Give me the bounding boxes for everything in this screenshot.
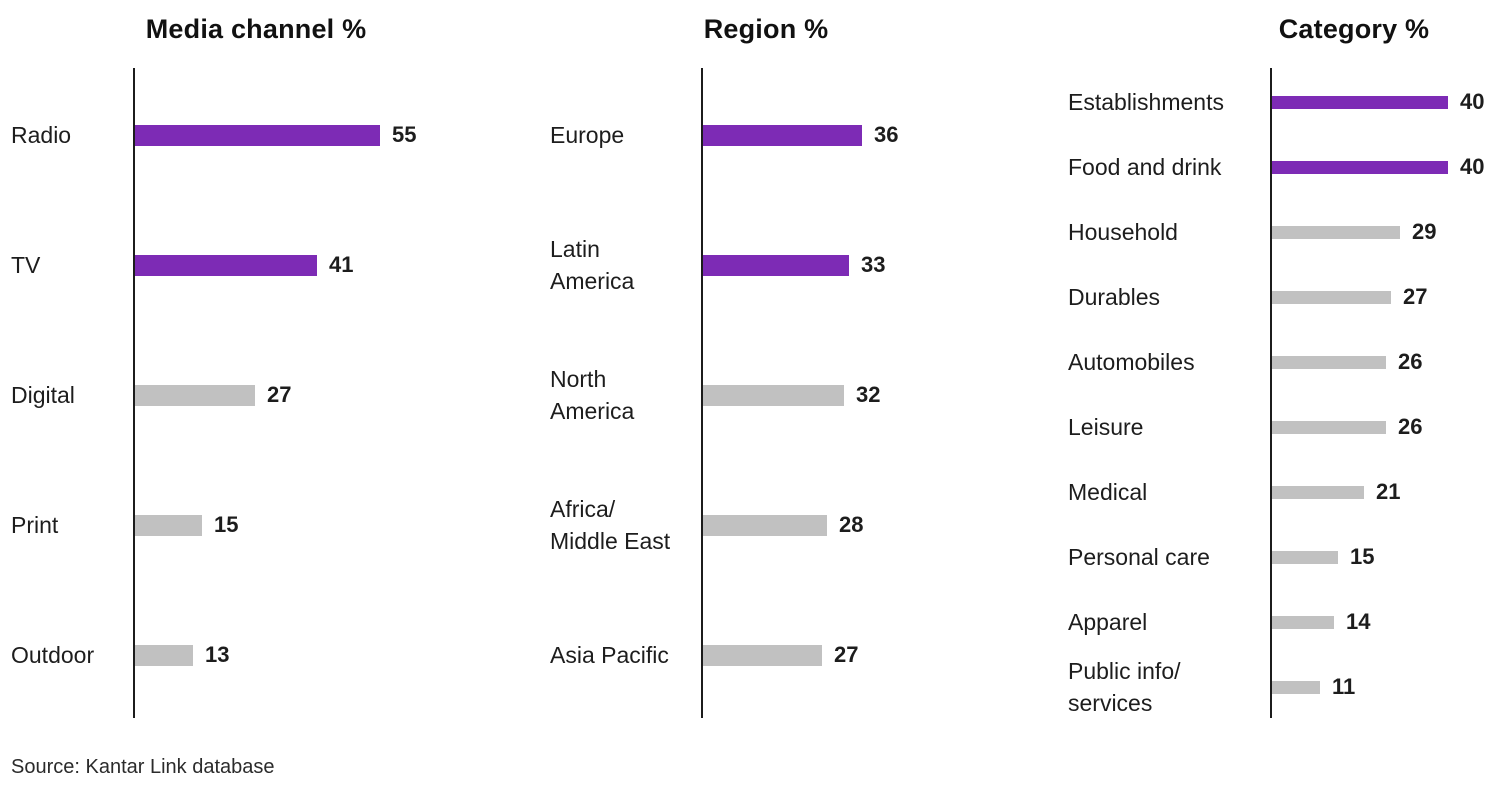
y-axis-line [701, 68, 703, 718]
bar-automobiles [1272, 355, 1386, 369]
category-label: Establishments [1068, 89, 1224, 115]
category-label: Latin America [550, 236, 635, 294]
value-label: 33 [861, 252, 886, 277]
category-label: Medical [1068, 479, 1148, 505]
source-note: Source: Kantar Link database [11, 756, 275, 778]
category-label: Print [11, 512, 59, 538]
bar-print [135, 514, 202, 536]
bar-latin-america [703, 254, 849, 276]
bar-durables [1272, 290, 1391, 304]
y-axis-line [1270, 68, 1272, 718]
category-label: Africa/ Middle East [550, 496, 671, 554]
category-label: Digital [11, 382, 75, 408]
value-label: 40 [1460, 154, 1485, 179]
value-label: 15 [214, 512, 239, 537]
value-label: 41 [329, 252, 354, 277]
category-label: Outdoor [11, 642, 95, 668]
bar-personal-care [1272, 550, 1338, 564]
value-label: 55 [392, 122, 417, 147]
bar-europe [703, 124, 862, 146]
category-label: Apparel [1068, 609, 1148, 635]
bar-establishments [1272, 95, 1448, 109]
value-label: 28 [839, 512, 864, 537]
bar-household [1272, 225, 1400, 239]
bar-outdoor [135, 644, 193, 666]
value-label: 13 [205, 642, 230, 667]
category-label: Food and drink [1068, 154, 1222, 180]
category-label: Public info/ services [1068, 658, 1181, 716]
bar-africa-middle-east [703, 514, 827, 536]
value-label: 14 [1346, 609, 1371, 634]
y-axis-line [133, 68, 135, 718]
category-label: Leisure [1068, 414, 1144, 440]
category-label: Household [1068, 219, 1178, 245]
bar-medical [1272, 485, 1364, 499]
bar-radio [135, 124, 380, 146]
value-label: 32 [856, 382, 881, 407]
bar-public-info-services [1272, 680, 1320, 694]
chart-title: Media channel % [145, 14, 367, 44]
bar-tv [135, 254, 317, 276]
bar-food-and-drink [1272, 160, 1448, 174]
value-label: 27 [267, 382, 292, 407]
value-label: 27 [834, 642, 859, 667]
value-label: 26 [1398, 349, 1423, 374]
bar-leisure [1272, 420, 1386, 434]
value-label: 29 [1412, 219, 1437, 244]
value-label: 15 [1350, 544, 1375, 569]
category-label: Radio [11, 122, 72, 148]
bar-apparel [1272, 615, 1334, 629]
category-label: Durables [1068, 284, 1161, 310]
value-label: 36 [874, 122, 899, 147]
value-label: 40 [1460, 89, 1485, 114]
chart-title: Region % [703, 14, 829, 44]
chart-title: Category % [1278, 14, 1430, 44]
value-label: 11 [1332, 674, 1356, 699]
value-label: 27 [1403, 284, 1428, 309]
category-label: Europe [550, 122, 625, 148]
bar-north-america [703, 384, 844, 406]
category-label: TV [11, 252, 41, 278]
category-label: Personal care [1068, 544, 1210, 570]
value-label: 26 [1398, 414, 1423, 439]
category-label: Automobiles [1068, 349, 1195, 375]
category-label: Asia Pacific [550, 642, 669, 668]
category-label: North America [550, 366, 635, 424]
bar-asia-pacific [703, 644, 822, 666]
value-label: 21 [1376, 479, 1401, 504]
bar-digital [135, 384, 255, 406]
